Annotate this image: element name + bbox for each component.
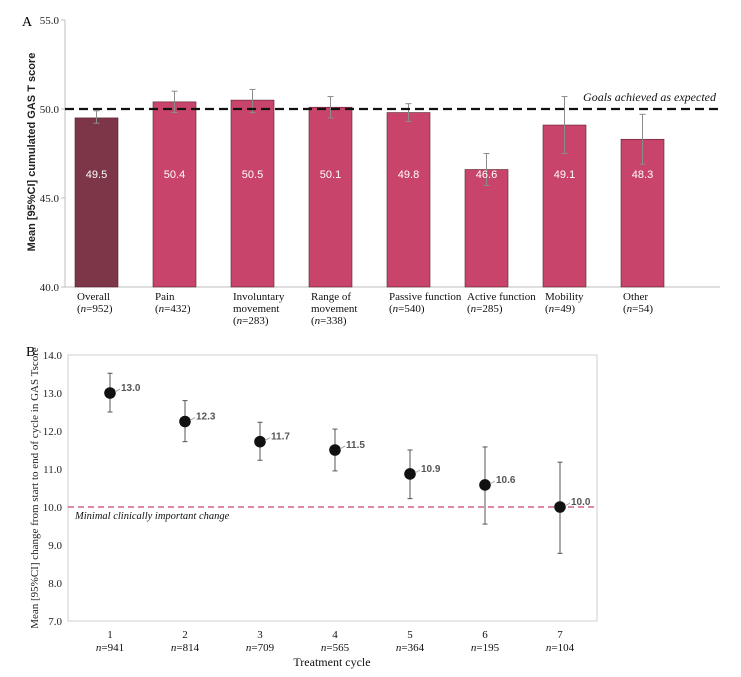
cycle-label: 6	[482, 629, 488, 641]
category-label: Range of	[311, 291, 351, 303]
category-label: Involuntary	[233, 291, 285, 303]
bar	[308, 106, 353, 288]
bar	[386, 112, 431, 288]
category-n-label: (n=540)	[389, 303, 425, 315]
bar-value-label: 49.5	[86, 169, 107, 181]
cycle-n-label: n=814	[171, 642, 200, 654]
data-label-leader	[414, 469, 421, 474]
panel-a-y-tick-label: 45.0	[40, 193, 60, 205]
bar	[74, 117, 119, 288]
category-label: Mobility	[545, 291, 584, 303]
data-point	[179, 415, 191, 428]
data-label-leader	[189, 417, 196, 421]
bar-value-label: 50.5	[242, 169, 263, 181]
cycle-label: 4	[332, 629, 338, 641]
panel-b-plot-frame	[67, 354, 598, 622]
data-point	[404, 468, 416, 480]
cycle-n-label: n=941	[96, 642, 124, 654]
panel-b: B 7.0 8.0 9.0 10.0 11.0 12.0 13.0 14.0 13.0 12.3…	[26, 345, 598, 669]
data-label-leader	[489, 480, 496, 485]
data-point	[554, 501, 566, 513]
bar-value-label: 48.3	[632, 169, 653, 181]
panel-b-points: 13.0 12.3 11.7 11.5 10.9 10.6 10.0	[68, 372, 597, 554]
category-n-label: (n=285)	[467, 303, 503, 315]
data-label-leader	[264, 437, 271, 441]
panel-b-y-tick-label: 13.0	[43, 388, 63, 400]
data-value-label: 10.0	[571, 497, 591, 508]
data-point	[479, 479, 491, 491]
bar-value-label: 50.1	[320, 169, 341, 181]
data-label-leader	[114, 388, 121, 393]
data-point	[254, 435, 266, 448]
cycle-label: 5	[407, 629, 413, 641]
panel-a-y-tick-label: 40.0	[40, 282, 60, 294]
cycle-n-label: n=195	[471, 642, 500, 654]
goals-reference-label: Goals achieved as expected	[583, 90, 717, 104]
category-label: Passive function	[389, 291, 462, 303]
cycle-n-label: n=104	[546, 642, 575, 654]
panel-a-y-tick-label: 55.0	[40, 15, 60, 27]
cycle-n-label: n=565	[321, 642, 350, 654]
data-value-label: 13.0	[121, 383, 141, 394]
bar	[230, 99, 275, 288]
data-value-label: 10.6	[496, 475, 516, 486]
panel-a-y-axis-title: Mean [95%CI] cumulated GAS T score	[26, 53, 38, 252]
category-label: movement	[233, 303, 279, 315]
data-point	[329, 444, 341, 456]
category-label: Overall	[77, 291, 110, 303]
panel-a-bars: 49.5 50.4 50.5 50.1 49.8 46.6 49.1 48.3	[65, 88, 720, 288]
cycle-label: 3	[257, 629, 263, 641]
category-label: Active function	[467, 291, 536, 303]
panel-b-y-tick-label: 8.0	[48, 578, 62, 590]
data-value-label: 10.9	[421, 464, 441, 475]
panel-a-label: A	[22, 15, 33, 30]
category-label: Pain	[155, 291, 175, 303]
panel-b-y-axis-title: Mean [95%CI] change from start to end of…	[29, 347, 41, 629]
panel-b-x-labels: 1n=941 2n=814 3n=709 4n=565 5n=364 6n=195 7n=1…	[96, 629, 575, 654]
panel-b-y-tick-label: 10.0	[43, 502, 63, 514]
panel-a: A 40.045.050.055.0 49.5 50.4 50.5 50.1 49.8 4…	[22, 15, 720, 327]
category-label: Other	[623, 291, 648, 303]
category-n-label: (n=432)	[155, 303, 191, 315]
panel-a-x-labels: Overall(n=952)Pain(n=432)Involuntarymove…	[77, 291, 653, 327]
panel-b-y-tick-label: 9.0	[48, 540, 62, 552]
category-label: movement	[311, 303, 357, 315]
mcic-reference-label: Minimal clinically important change	[74, 511, 230, 522]
data-value-label: 11.5	[346, 440, 365, 451]
data-label-leader	[564, 502, 571, 507]
bar-value-label: 49.1	[554, 169, 575, 181]
category-n-label: (n=338)	[311, 315, 347, 327]
category-n-label: (n=283)	[233, 315, 269, 327]
category-n-label: (n=49)	[545, 303, 575, 315]
panel-b-y-axis: 7.0 8.0 9.0 10.0 11.0 12.0 13.0 14.0	[43, 350, 63, 628]
bar-value-label: 50.4	[164, 169, 185, 181]
data-value-label: 11.7	[271, 432, 290, 443]
panel-b-x-axis-title: Treatment cycle	[293, 655, 370, 669]
data-value-label: 12.3	[196, 412, 216, 423]
panel-b-y-tick-label: 12.0	[43, 426, 63, 438]
cycle-n-label: n=364	[396, 642, 425, 654]
panel-b-y-tick-label: 14.0	[43, 350, 63, 362]
panel-a-y-tick-label: 50.0	[40, 104, 60, 116]
cycle-n-label: n=709	[246, 642, 275, 654]
data-point	[104, 387, 116, 399]
panel-b-y-tick-label: 7.0	[48, 616, 62, 628]
panel-a-y-axis: 40.0 45.0 50.0 55.0	[40, 15, 720, 294]
category-n-label: (n=54)	[623, 303, 653, 315]
bar-value-label: 46.6	[476, 169, 497, 181]
category-n-label: (n=952)	[77, 303, 113, 315]
bar	[464, 169, 509, 288]
panel-b-label: B	[26, 345, 35, 360]
data-label-leader	[339, 445, 346, 450]
bar-value-label: 49.8	[398, 169, 419, 181]
bar	[152, 101, 197, 288]
cycle-label: 2	[182, 629, 188, 641]
cycle-label: 1	[107, 629, 113, 641]
panel-b-y-tick-label: 11.0	[43, 464, 62, 476]
cycle-label: 7	[557, 629, 563, 641]
